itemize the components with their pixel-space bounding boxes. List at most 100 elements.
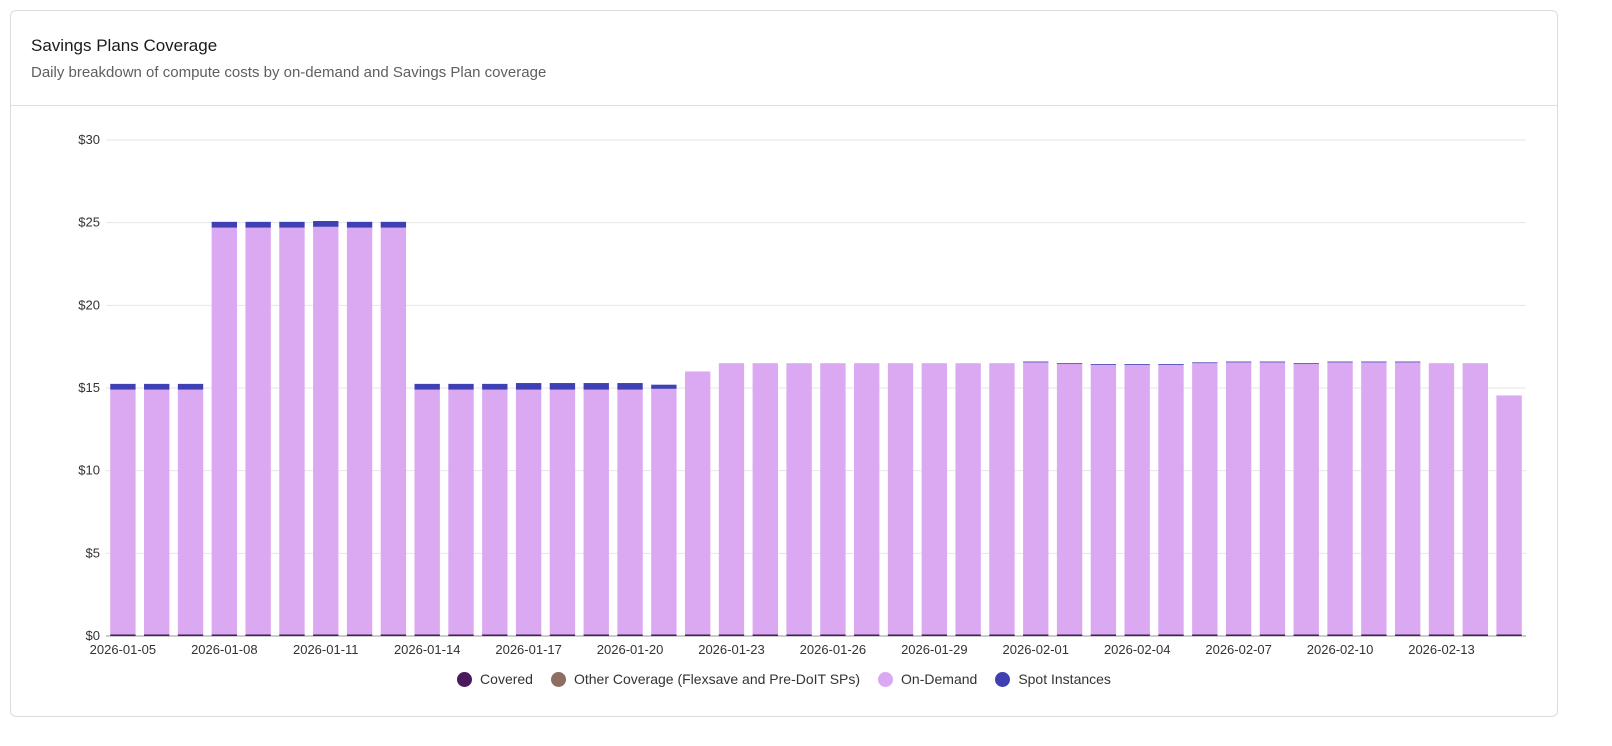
bar-covered-2026-01-29[interactable] [921, 634, 948, 636]
bar-spot-instances-2026-02-11[interactable] [1361, 361, 1387, 363]
bar-on-demand-2026-01-12[interactable] [346, 227, 373, 635]
bar-covered-2026-01-19[interactable] [583, 634, 609, 636]
bar-covered-2026-01-09[interactable] [245, 634, 271, 636]
bar-spot-instances-2026-02-10[interactable] [1327, 361, 1353, 363]
bar-covered-2026-01-25[interactable] [786, 634, 812, 636]
bar-spot-instances-2026-01-14[interactable] [414, 383, 440, 390]
bar-spot-instances-2026-01-17[interactable] [515, 383, 542, 390]
bar-covered-2026-02-13[interactable] [1428, 634, 1455, 636]
bar-on-demand-2026-02-12[interactable] [1394, 362, 1421, 635]
bar-covered-2026-01-24[interactable] [752, 634, 778, 636]
bar-on-demand-2026-01-25[interactable] [786, 363, 812, 635]
bar-on-demand-2026-02-03[interactable] [1090, 364, 1117, 635]
bar-covered-2026-02-11[interactable] [1361, 634, 1387, 636]
bar-covered-2026-02-12[interactable] [1394, 634, 1421, 636]
bar-covered-2026-01-05[interactable] [110, 634, 136, 636]
bar-spot-instances-2026-02-07[interactable] [1225, 361, 1252, 363]
bar-covered-2026-01-15[interactable] [448, 634, 474, 636]
bar-spot-instances-2026-02-06[interactable] [1192, 362, 1218, 364]
bar-spot-instances-2026-01-08[interactable] [211, 221, 238, 228]
bar-spot-instances-2026-01-06[interactable] [144, 383, 170, 390]
bar-spot-instances-2026-01-21[interactable] [651, 384, 677, 389]
bar-on-demand-2026-01-13[interactable] [380, 227, 407, 635]
legend-item[interactable]: Spot Instances [995, 671, 1111, 687]
bar-covered-2026-01-28[interactable] [887, 634, 914, 636]
bar-on-demand-2026-01-27[interactable] [854, 363, 880, 635]
bar-on-demand-2026-01-19[interactable] [583, 389, 609, 635]
bar-on-demand-2026-02-15[interactable] [1496, 395, 1522, 635]
bar-on-demand-2026-01-16[interactable] [482, 389, 508, 635]
bar-on-demand-2026-02-06[interactable] [1192, 363, 1218, 635]
bar-covered-2026-01-20[interactable] [617, 634, 643, 636]
bar-spot-instances-2026-01-07[interactable] [177, 383, 204, 390]
bar-covered-2026-02-07[interactable] [1225, 634, 1252, 636]
bar-spot-instances-2026-01-09[interactable] [245, 221, 271, 228]
bar-spot-instances-2026-01-05[interactable] [110, 383, 136, 390]
bar-covered-2026-01-23[interactable] [718, 634, 745, 636]
bar-on-demand-2026-01-29[interactable] [921, 363, 948, 635]
bar-covered-2026-01-07[interactable] [177, 634, 204, 636]
legend-item[interactable]: On-Demand [878, 671, 977, 687]
bar-on-demand-2026-02-07[interactable] [1225, 362, 1252, 635]
bar-on-demand-2026-01-30[interactable] [955, 363, 981, 635]
bar-covered-2026-02-03[interactable] [1090, 634, 1117, 636]
bar-covered-2026-02-02[interactable] [1056, 634, 1083, 636]
bar-on-demand-2026-02-09[interactable] [1293, 364, 1319, 635]
bar-covered-2026-01-13[interactable] [380, 634, 407, 636]
bar-on-demand-2026-01-14[interactable] [414, 389, 440, 635]
bar-covered-2026-02-15[interactable] [1496, 634, 1522, 636]
bar-covered-2026-01-11[interactable] [313, 634, 339, 636]
bar-spot-instances-2026-01-13[interactable] [380, 221, 407, 228]
bar-spot-instances-2026-02-02[interactable] [1056, 363, 1083, 365]
bar-covered-2026-01-16[interactable] [482, 634, 508, 636]
bar-spot-instances-2026-01-15[interactable] [448, 383, 474, 390]
bar-covered-2026-01-17[interactable] [515, 634, 542, 636]
bar-on-demand-2026-01-22[interactable] [684, 371, 711, 635]
bar-on-demand-2026-02-01[interactable] [1023, 362, 1049, 635]
bar-covered-2026-01-27[interactable] [854, 634, 880, 636]
bar-spot-instances-2026-02-03[interactable] [1090, 364, 1117, 365]
bar-spot-instances-2026-02-05[interactable] [1158, 364, 1184, 365]
bar-on-demand-2026-02-08[interactable] [1259, 362, 1286, 635]
bar-on-demand-2026-02-14[interactable] [1462, 363, 1488, 635]
bar-covered-2026-01-10[interactable] [279, 634, 305, 636]
bar-spot-instances-2026-02-01[interactable] [1023, 361, 1049, 363]
bar-covered-2026-02-10[interactable] [1327, 634, 1353, 636]
bar-on-demand-2026-01-15[interactable] [448, 389, 474, 635]
bar-covered-2026-02-06[interactable] [1192, 634, 1218, 636]
bar-on-demand-2026-02-02[interactable] [1056, 364, 1083, 635]
bar-spot-instances-2026-02-09[interactable] [1293, 363, 1319, 365]
bar-on-demand-2026-02-04[interactable] [1124, 364, 1150, 635]
bar-covered-2026-01-31[interactable] [989, 634, 1015, 636]
bar-spot-instances-2026-02-12[interactable] [1394, 361, 1421, 363]
bar-covered-2026-01-18[interactable] [549, 634, 576, 636]
bar-covered-2026-02-01[interactable] [1023, 634, 1049, 636]
bar-spot-instances-2026-01-12[interactable] [346, 221, 373, 228]
bar-covered-2026-01-08[interactable] [211, 634, 238, 636]
bar-covered-2026-02-08[interactable] [1259, 634, 1286, 636]
bar-on-demand-2026-02-10[interactable] [1327, 362, 1353, 635]
bar-spot-instances-2026-01-16[interactable] [482, 383, 508, 390]
bar-on-demand-2026-01-09[interactable] [245, 227, 271, 635]
bar-on-demand-2026-01-28[interactable] [887, 363, 914, 635]
bar-covered-2026-01-14[interactable] [414, 634, 440, 636]
bar-spot-instances-2026-02-04[interactable] [1124, 364, 1150, 365]
bar-on-demand-2026-01-31[interactable] [989, 363, 1015, 635]
bar-spot-instances-2026-01-18[interactable] [549, 383, 576, 390]
bar-covered-2026-02-14[interactable] [1462, 634, 1488, 636]
bar-on-demand-2026-01-06[interactable] [144, 389, 170, 635]
bar-on-demand-2026-01-24[interactable] [752, 363, 778, 635]
bar-on-demand-2026-01-18[interactable] [549, 389, 576, 635]
bar-spot-instances-2026-01-20[interactable] [617, 383, 643, 390]
bar-on-demand-2026-01-08[interactable] [211, 227, 238, 635]
bar-covered-2026-01-22[interactable] [684, 634, 711, 636]
bar-on-demand-2026-01-21[interactable] [651, 388, 677, 635]
bar-spot-instances-2026-01-11[interactable] [313, 221, 339, 227]
bar-on-demand-2026-01-10[interactable] [279, 227, 305, 635]
bar-on-demand-2026-01-23[interactable] [718, 363, 745, 635]
legend-item[interactable]: Covered [457, 671, 533, 687]
bar-covered-2026-01-30[interactable] [955, 634, 981, 636]
bar-covered-2026-01-21[interactable] [651, 634, 677, 636]
bar-covered-2026-02-05[interactable] [1158, 634, 1184, 636]
bar-on-demand-2026-01-11[interactable] [313, 226, 339, 635]
